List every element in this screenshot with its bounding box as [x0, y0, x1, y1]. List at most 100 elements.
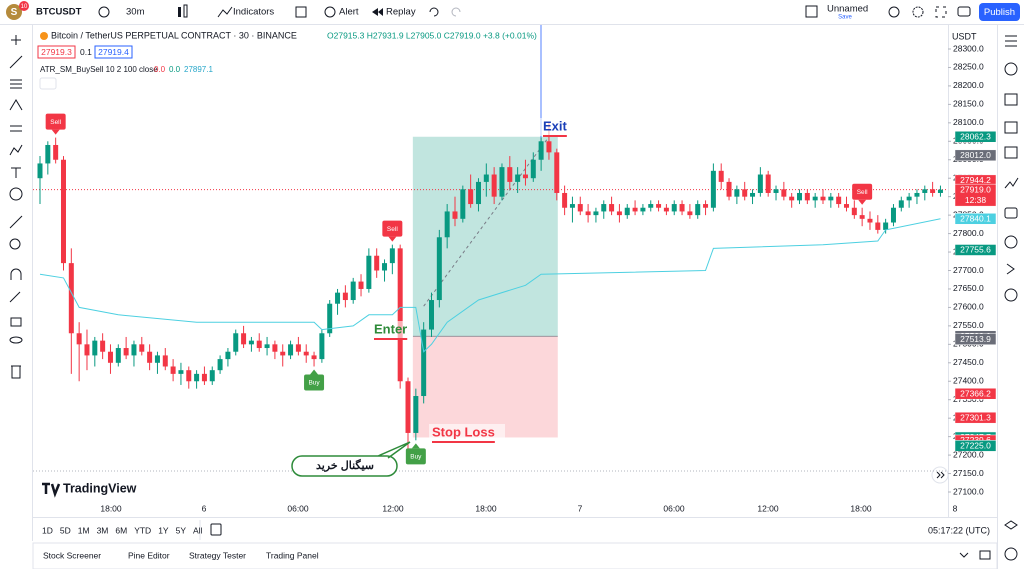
maximize-icon[interactable] — [979, 550, 991, 560]
data-window-icon[interactable] — [1004, 93, 1018, 106]
panel-tab[interactable]: Strategy Tester — [189, 550, 246, 560]
avatar[interactable] — [6, 4, 22, 20]
annotation: Enter — [374, 321, 407, 336]
magnet-tool[interactable] — [10, 268, 22, 280]
symbol[interactable]: BTCUSDT — [36, 7, 82, 18]
price-badge-label: 27944.2 — [960, 175, 991, 185]
indicator-value: 27897.1 — [184, 65, 213, 74]
range-button[interactable]: YTD — [134, 525, 151, 535]
panel-tab[interactable]: Stock Screener — [43, 550, 101, 560]
chats-icon[interactable] — [1004, 207, 1018, 219]
indicator-value: 0.0 — [169, 65, 181, 74]
notifications-panel-icon[interactable] — [1006, 263, 1015, 275]
candle-body — [468, 189, 474, 205]
collapse-icon[interactable] — [959, 552, 969, 558]
layout-name[interactable]: Unnamed — [827, 4, 868, 15]
settings-icon[interactable] — [912, 6, 924, 18]
candle-body — [828, 196, 834, 201]
emoji-tool[interactable] — [9, 187, 23, 201]
candle-body — [225, 351, 231, 360]
range-button[interactable]: 1D — [42, 525, 53, 535]
chart-type-icon[interactable] — [178, 7, 181, 17]
layers-icon[interactable] — [1004, 520, 1018, 530]
ideas-icon[interactable] — [1004, 177, 1019, 189]
alerts-icon[interactable] — [1004, 62, 1018, 76]
candle-body — [804, 192, 810, 201]
range-button[interactable]: 6M — [115, 525, 127, 535]
candle-body — [562, 192, 568, 208]
trend-tool[interactable] — [9, 55, 23, 69]
candle-body — [84, 344, 90, 356]
candle-body — [867, 218, 873, 223]
signal-pointer — [388, 236, 397, 242]
signal-tag — [405, 448, 426, 465]
time-label: 18:00 — [475, 503, 497, 513]
layout-icon[interactable] — [295, 6, 307, 18]
crosshair-tool[interactable] — [11, 35, 21, 45]
fib-tool[interactable] — [10, 79, 22, 89]
indicators[interactable]: Indicators — [233, 7, 274, 18]
candle-body — [546, 141, 552, 153]
candle-body — [906, 196, 912, 201]
candle-body — [507, 167, 513, 182]
panel-tab[interactable]: Pine Editor — [128, 550, 170, 560]
redo-icon[interactable] — [451, 7, 461, 17]
goto-date-icon[interactable] — [210, 523, 222, 536]
help-icon[interactable] — [1004, 288, 1018, 302]
pattern-tool[interactable] — [9, 99, 23, 111]
streams-icon[interactable] — [1004, 235, 1018, 249]
calendar-icon[interactable] — [1004, 146, 1018, 159]
countdown: 12:38 — [965, 195, 987, 205]
replay[interactable]: Replay — [386, 7, 416, 18]
currency[interactable]: USDT — [952, 31, 977, 41]
clock: 05:17:22 (UTC) — [928, 525, 990, 535]
candle-body — [569, 204, 575, 208]
candle-body — [687, 211, 693, 216]
brush-tool[interactable] — [9, 144, 23, 156]
price-tick-label: 27450.0 — [953, 357, 984, 367]
undo-icon[interactable] — [429, 7, 439, 17]
alert[interactable]: Alert — [339, 7, 359, 18]
prediction-tool[interactable] — [10, 125, 22, 132]
checkbox[interactable] — [805, 5, 818, 18]
search-icon[interactable] — [888, 6, 900, 18]
range-button[interactable]: 5D — [60, 525, 71, 535]
save[interactable]: Save — [838, 15, 852, 21]
interval[interactable]: 30m — [126, 7, 145, 18]
range-button[interactable]: 1M — [78, 525, 90, 535]
spread: 0.1 — [80, 47, 92, 57]
compare-icon[interactable] — [98, 6, 110, 18]
callout — [291, 441, 411, 477]
candle-body — [139, 344, 145, 352]
range-button[interactable]: 5Y — [176, 525, 187, 535]
news-icon[interactable] — [1004, 121, 1018, 134]
legend-toggle[interactable] — [39, 77, 57, 90]
candle-body — [875, 222, 881, 230]
ask-box[interactable] — [94, 45, 133, 59]
zoom-tool[interactable] — [9, 238, 21, 250]
snapshot-icon[interactable] — [957, 6, 971, 17]
hide-tool[interactable] — [9, 336, 23, 344]
lock-draw-tool[interactable] — [9, 291, 21, 303]
panel-tab[interactable]: Trading Panel — [266, 550, 319, 560]
ruler-tool[interactable] — [9, 215, 23, 229]
candle-body — [436, 237, 442, 301]
text-tool[interactable] — [11, 167, 21, 178]
lock-tool[interactable] — [10, 317, 22, 327]
fullscreen-icon[interactable] — [935, 6, 947, 18]
candle-body — [671, 204, 677, 212]
bid-box[interactable] — [37, 45, 76, 59]
legend-bg — [34, 27, 284, 83]
candle-body — [303, 351, 309, 356]
candle-body — [327, 303, 333, 334]
range-button[interactable]: 1Y — [158, 525, 169, 535]
delete-tool[interactable] — [11, 365, 21, 379]
watchlist-icon[interactable] — [1005, 35, 1017, 47]
chat-icon[interactable] — [1004, 547, 1018, 561]
range-button[interactable]: 3M — [97, 525, 109, 535]
publish-button[interactable] — [979, 3, 1020, 21]
candle-body — [100, 340, 106, 352]
signal-pointer — [310, 369, 319, 375]
range-button[interactable]: All — [193, 525, 203, 535]
